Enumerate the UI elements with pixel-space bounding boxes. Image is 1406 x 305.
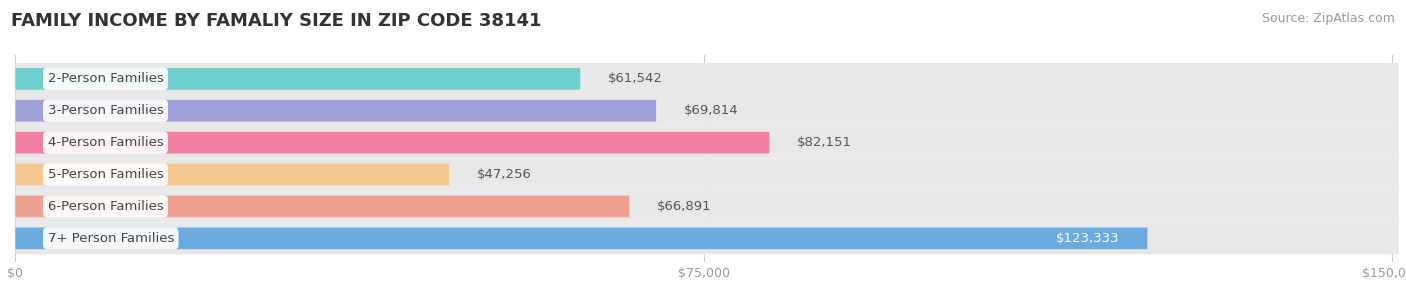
Text: 4-Person Families: 4-Person Families xyxy=(48,136,163,149)
Text: $47,256: $47,256 xyxy=(477,168,531,181)
Text: 5-Person Families: 5-Person Families xyxy=(48,168,163,181)
FancyBboxPatch shape xyxy=(15,95,1399,127)
FancyBboxPatch shape xyxy=(15,132,769,153)
Text: FAMILY INCOME BY FAMALIY SIZE IN ZIP CODE 38141: FAMILY INCOME BY FAMALIY SIZE IN ZIP COD… xyxy=(11,12,541,30)
FancyBboxPatch shape xyxy=(15,63,1399,95)
Text: $61,542: $61,542 xyxy=(607,72,662,85)
FancyBboxPatch shape xyxy=(15,127,1399,159)
Text: 2-Person Families: 2-Person Families xyxy=(48,72,163,85)
Text: $69,814: $69,814 xyxy=(683,104,738,117)
FancyBboxPatch shape xyxy=(15,100,657,122)
Text: $123,333: $123,333 xyxy=(1056,232,1119,245)
FancyBboxPatch shape xyxy=(15,191,1399,222)
FancyBboxPatch shape xyxy=(15,196,630,217)
FancyBboxPatch shape xyxy=(15,222,1399,254)
Text: $66,891: $66,891 xyxy=(657,200,711,213)
FancyBboxPatch shape xyxy=(15,164,449,185)
Text: 7+ Person Families: 7+ Person Families xyxy=(48,232,174,245)
FancyBboxPatch shape xyxy=(15,159,1399,191)
Text: 6-Person Families: 6-Person Families xyxy=(48,200,163,213)
Text: $82,151: $82,151 xyxy=(797,136,852,149)
FancyBboxPatch shape xyxy=(15,228,1147,249)
Text: 3-Person Families: 3-Person Families xyxy=(48,104,163,117)
Text: Source: ZipAtlas.com: Source: ZipAtlas.com xyxy=(1261,12,1395,25)
FancyBboxPatch shape xyxy=(15,68,581,90)
